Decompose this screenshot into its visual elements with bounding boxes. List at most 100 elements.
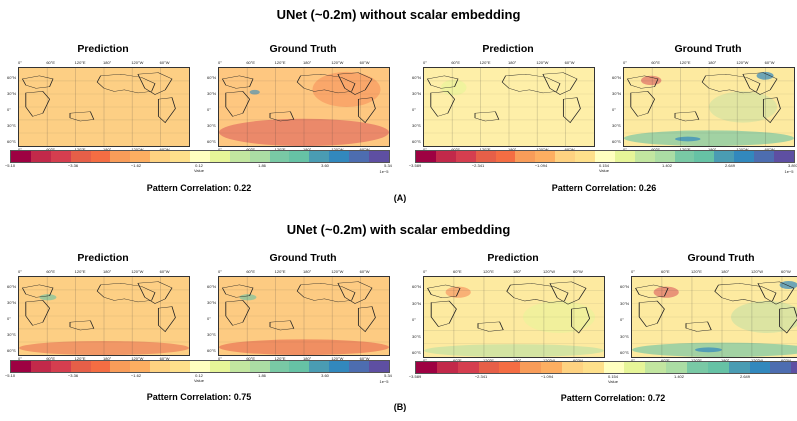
latitude-tick-label: 30°N <box>7 91 16 96</box>
colorbar-segment <box>50 361 71 372</box>
longitude-tick-label: 0° <box>18 147 22 152</box>
longitude-tick-label: 60°E <box>46 269 56 274</box>
ground-truth-map <box>623 67 795 147</box>
coastline <box>357 97 376 124</box>
prediction-map <box>18 67 190 147</box>
coastline <box>21 284 54 298</box>
colorbar <box>10 360 390 373</box>
longitude-tick-label: 60°W <box>564 147 575 152</box>
longitude-tick-label: 120°W <box>536 60 549 65</box>
ground-truth-title: Ground Truth <box>687 252 755 264</box>
colorbar-segment <box>749 362 771 373</box>
latitude-tick-label: 30°S <box>207 123 216 128</box>
latitude-tick-label: 30°S <box>412 333 421 339</box>
prediction-title: Prediction <box>77 252 129 264</box>
ground-truth-title: Ground Truth <box>269 43 337 55</box>
colorbar-tick-label: 0.12 <box>195 373 203 378</box>
longitude-tick-label: 120°E <box>274 60 286 65</box>
coastline <box>779 307 797 334</box>
colorbar-segment <box>457 362 479 373</box>
longitude-tick-label: 180° <box>103 60 112 65</box>
longitude-tick-label: 0° <box>18 356 22 361</box>
latitude-tick-label: 30°N <box>412 91 421 96</box>
longitude-tick-label: 180° <box>103 356 112 361</box>
field-layer <box>219 68 389 146</box>
longitude-tick-label: 60°W <box>159 147 170 152</box>
colorbar-tick-label: 3.60 <box>321 163 329 168</box>
latitude-tick-label: 60°N <box>412 75 421 80</box>
prediction-map <box>423 276 605 358</box>
coastline <box>549 281 587 305</box>
longitude-tick-label: 180° <box>103 147 112 152</box>
longitude-tick-label: 0° <box>218 356 222 361</box>
colorbar-segment <box>70 151 91 162</box>
coastline <box>714 283 777 303</box>
colorbar-tick-label: 3.897 <box>787 163 797 168</box>
coastline <box>562 97 581 124</box>
longitude-tick-label: 60°E <box>651 147 661 152</box>
coastline <box>626 75 659 89</box>
colorbar-segment <box>535 151 556 162</box>
section-b-title: UNet (~0.2m) with scalar embedding <box>286 222 511 237</box>
longitude-tick-label: 120°W <box>736 60 749 65</box>
ground-truth-map <box>218 276 390 356</box>
colorbar-segment <box>686 362 708 373</box>
latitude-tick-label: 60°S <box>612 139 621 144</box>
longitude-tick-label: 0° <box>423 147 427 152</box>
pattern-correlation: Pattern Correlation: 0.72 <box>560 393 666 403</box>
latitude-tick-label: 0° <box>7 316 11 321</box>
colorbar-segment <box>614 151 635 162</box>
latitude-tick-label: 30°S <box>612 123 621 128</box>
longitude-tick-label: 0° <box>18 269 22 274</box>
coastline <box>685 321 712 332</box>
colorbar-tick-label: 0.154 <box>598 163 610 168</box>
latitude-tick-label: 60°N <box>207 284 216 289</box>
colorbar-segment <box>369 151 389 162</box>
colorbar-segment <box>666 362 687 373</box>
coastline <box>157 306 176 333</box>
colorbar-tick-label: −5.10 <box>4 163 16 168</box>
latitude-tick-label: 30°N <box>412 300 421 306</box>
colorbar-segment <box>229 361 250 372</box>
colorbar-segment <box>555 151 576 162</box>
coastline <box>426 75 459 89</box>
longitude-tick-label: 60°E <box>451 60 461 65</box>
colorbar-segment <box>654 151 675 162</box>
latitude-tick-label: 0° <box>207 107 211 112</box>
longitude-tick-label: 120°E <box>479 60 491 65</box>
coastline <box>221 75 254 89</box>
anomaly-region <box>19 340 189 355</box>
colorbar-segment <box>289 151 310 162</box>
pattern-correlation: Pattern Correlation: 0.22 <box>146 183 252 193</box>
colorbar-segment <box>634 151 655 162</box>
coastline <box>742 72 778 95</box>
prediction-title: Prediction <box>487 252 539 264</box>
colorbar-tick-label: 0.12 <box>195 163 203 168</box>
longitude-tick-label: 60°W <box>781 358 791 363</box>
colorbar-segment <box>309 151 330 162</box>
longitude-tick-label: 0° <box>631 358 635 363</box>
longitude-tick-label: 120°E <box>679 147 691 152</box>
longitude-tick-label: 60°E <box>46 147 56 152</box>
longitude-tick-label: 180° <box>303 60 312 65</box>
longitude-tick-label: 60°E <box>246 356 256 361</box>
longitude-tick-label: 60°W <box>159 356 170 361</box>
colorbar-segment <box>416 362 437 373</box>
colorbar-tick-label: 2.649 <box>739 374 751 379</box>
colorbar-segment <box>289 361 310 372</box>
colorbar-segment <box>541 362 562 373</box>
prediction-title: Prediction <box>77 43 129 55</box>
longitude-tick-label: 60°E <box>451 147 461 152</box>
coastline <box>21 75 54 89</box>
coastline <box>337 281 373 304</box>
colorbar-segment <box>603 362 625 373</box>
latitude-tick-label: 0° <box>7 107 11 112</box>
colorbar-tick-label: 1.86 <box>258 163 266 168</box>
colorbar-tick-label: 1.86 <box>258 373 266 378</box>
anomaly-region <box>219 339 389 355</box>
longitude-tick-label: 0° <box>623 60 627 65</box>
field-layer <box>424 68 594 146</box>
anomaly-region <box>756 71 774 80</box>
latitude-tick-label: 60°N <box>612 75 621 80</box>
colorbar-segment <box>229 151 250 162</box>
